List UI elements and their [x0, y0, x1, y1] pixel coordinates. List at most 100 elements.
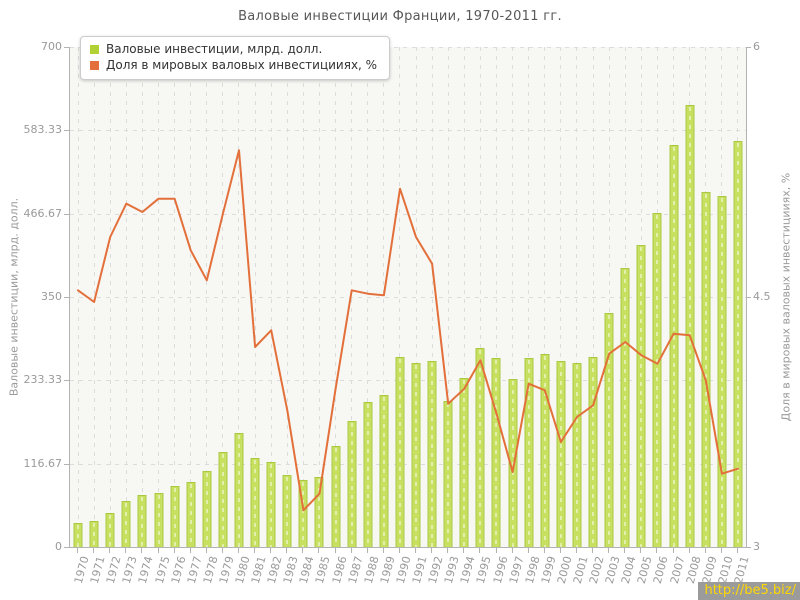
bar-1987 — [347, 420, 357, 548]
axis-tick — [173, 548, 175, 553]
legend-item-gross-investments[interactable]: Валовые инвестиции, млрд. долл. — [90, 42, 377, 57]
bar-1999 — [540, 354, 550, 547]
axis-tick — [157, 548, 159, 553]
axis-tick — [64, 47, 69, 48]
axis-tick — [64, 297, 69, 298]
axis-tick — [746, 547, 751, 548]
bar-1998 — [524, 358, 534, 547]
left-tick-label: 350 — [41, 290, 62, 303]
bar-2004 — [620, 267, 630, 548]
axis-tick — [109, 548, 111, 553]
bar-2011 — [733, 140, 743, 548]
axis-tick — [431, 548, 433, 553]
axis-tick — [543, 548, 545, 553]
axis-tick — [64, 213, 69, 215]
bar-2003 — [604, 312, 614, 548]
axis-tick — [608, 548, 610, 553]
axis-tick — [350, 548, 352, 553]
x-tick-label-2011: 2011 — [731, 554, 752, 586]
axis-tick — [238, 548, 239, 553]
right-tick-label: 6 — [753, 40, 760, 53]
bar-1980 — [234, 433, 244, 547]
bar-1997 — [508, 379, 518, 547]
legend-label-gross-investments: Валовые инвестиции, млрд. долл. — [106, 42, 323, 56]
left-axis-title: Валовые инвестиции, млрд. долл. — [7, 197, 21, 397]
bar-1993 — [443, 401, 453, 547]
axis-tick — [746, 47, 751, 48]
axis-tick — [624, 548, 626, 553]
axis-tick — [334, 548, 336, 553]
axis-tick — [495, 548, 497, 553]
h-gridline — [70, 213, 746, 215]
bar-1974 — [137, 494, 147, 548]
h-gridline — [70, 47, 746, 48]
axis-tick — [511, 548, 513, 553]
axis-tick — [463, 548, 465, 553]
axis-tick — [270, 548, 272, 553]
plot-area — [69, 47, 747, 548]
axis-tick — [64, 130, 69, 132]
axis-tick — [592, 548, 594, 553]
bar-1995 — [475, 347, 485, 548]
bar-1976 — [170, 486, 180, 547]
right-axis-title: Доля в мировых валовых инвестицииях, % — [779, 172, 793, 422]
bar-series-swatch-icon — [90, 45, 99, 54]
legend-label-world-share: Доля в мировых валовых инвестицииях, % — [106, 58, 378, 72]
legend: Валовые инвестиции, млрд. долл. Доля в м… — [80, 36, 391, 80]
axis-tick — [64, 547, 69, 548]
axis-tick — [640, 548, 642, 553]
axis-tick — [221, 548, 223, 553]
axis-tick — [77, 548, 79, 553]
watermark-link[interactable]: http://be5.biz/ — [698, 582, 800, 600]
axis-tick — [704, 548, 706, 553]
bar-1981 — [250, 458, 260, 547]
axis-tick — [125, 548, 127, 553]
bar-1988 — [363, 402, 373, 547]
axis-tick — [286, 548, 288, 553]
bar-2010 — [717, 195, 727, 548]
axis-tick — [576, 548, 577, 553]
axis-tick — [736, 548, 738, 553]
right-tick-label: 4.5 — [753, 290, 771, 303]
axis-tick — [64, 380, 69, 382]
axis-tick — [688, 548, 690, 553]
axis-tick — [93, 548, 95, 553]
axis-tick — [479, 548, 481, 553]
h-gridline — [70, 130, 746, 132]
bar-1986 — [331, 445, 341, 548]
axis-tick — [318, 548, 320, 553]
axis-tick — [447, 548, 449, 553]
axis-tick — [189, 548, 191, 553]
axis-tick — [720, 548, 722, 553]
bar-1973 — [121, 500, 131, 548]
axis-tick — [302, 548, 304, 553]
bar-1975 — [154, 492, 164, 548]
axis-tick — [672, 548, 674, 553]
legend-item-world-share[interactable]: Доля в мировых валовых инвестицииях, % — [90, 58, 377, 73]
bar-1979 — [218, 452, 228, 547]
bar-1971 — [89, 520, 99, 548]
axis-tick — [382, 548, 384, 553]
axis-tick — [141, 548, 143, 553]
bar-1983 — [282, 474, 292, 548]
axis-tick — [366, 548, 368, 553]
axis-tick — [205, 548, 207, 553]
bar-1972 — [105, 512, 115, 548]
bar-1978 — [202, 470, 212, 548]
bar-1990 — [395, 357, 405, 547]
bar-1970 — [73, 522, 83, 548]
bar-1984 — [298, 479, 308, 548]
left-tick-label: 116.67 — [23, 456, 63, 470]
bar-2001 — [572, 362, 582, 548]
bar-2007 — [669, 144, 679, 548]
bar-1977 — [186, 482, 196, 547]
bar-2009 — [701, 192, 711, 547]
bar-1982 — [266, 462, 276, 547]
bar-1994 — [459, 377, 469, 548]
bar-1992 — [427, 361, 437, 547]
line-series-swatch-icon — [90, 61, 99, 70]
left-tick-label: 466.67 — [23, 206, 63, 220]
left-tick-label: 233.33 — [23, 373, 63, 387]
axis-tick — [398, 548, 400, 553]
bar-2000 — [556, 360, 566, 548]
